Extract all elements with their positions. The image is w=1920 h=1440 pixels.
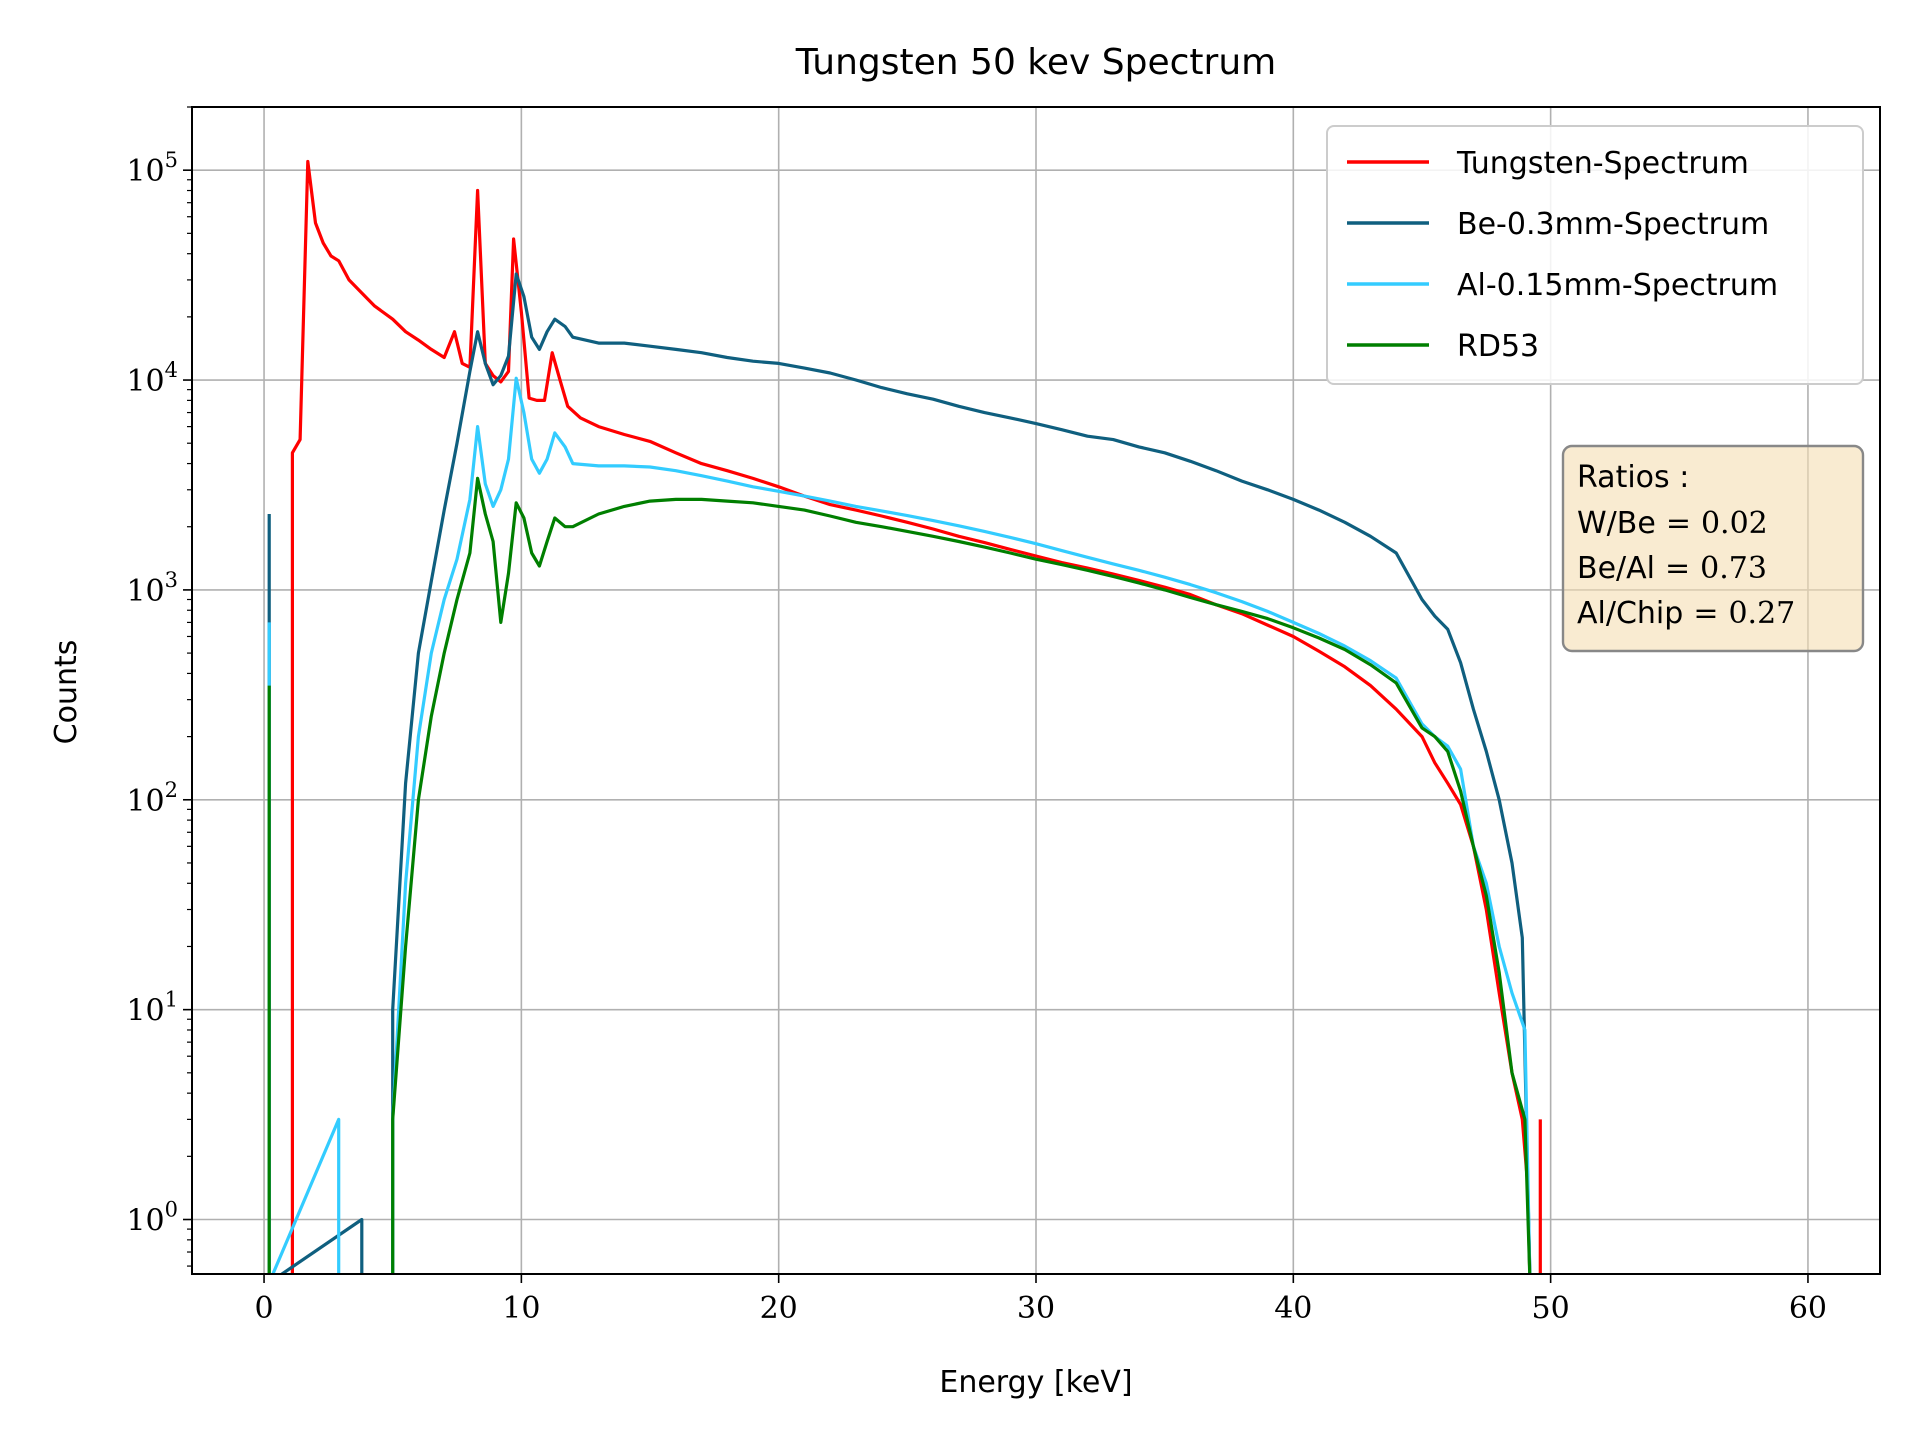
legend-box (1326, 125, 1864, 385)
x-tick-label: 10 (502, 1291, 540, 1326)
x-tick-label: 60 (1789, 1291, 1827, 1326)
annotation-value: 0.02 (1701, 506, 1768, 541)
annotation-equals: = (1693, 596, 1718, 631)
annotation-line: Al/Chip = 0.27 (1577, 596, 1795, 631)
series-layer (267, 159, 1542, 1274)
series-line-3 (267, 476, 1532, 1274)
y-axis-label: Counts (49, 640, 84, 745)
y-tick-label: 103 (126, 568, 178, 609)
y-tick-label: 105 (126, 148, 178, 189)
legend-label: Tungsten-Spectrum (1456, 146, 1749, 181)
legend: Tungsten-Spectrum Be-0.3mm-Spectrum Al-0.1… (1326, 125, 1864, 385)
annotation-label: Al/Chip (1577, 596, 1683, 631)
x-axis-label: Energy [keV] (939, 1365, 1132, 1400)
y-tick-exponent: 3 (165, 568, 178, 592)
legend-label: Al-0.15mm-Spectrum (1457, 268, 1778, 303)
y-tick-label: 102 (126, 778, 178, 819)
annotation-label: W/Be (1577, 506, 1656, 541)
annotation-value: 0.73 (1700, 551, 1767, 586)
y-tick-base: 10 (126, 1204, 164, 1239)
x-tick-label: 30 (1017, 1291, 1055, 1326)
annotation-line: Be/Al = 0.73 (1577, 551, 1767, 586)
series-line-2 (267, 376, 1532, 1274)
y-tick-exponent: 5 (165, 148, 178, 172)
ratio-annotation: Ratios : W/Be = 0.02 Be/Al = 0.73 Al/Chip = 0.27 (1561, 444, 1865, 653)
annotation-value: 0.27 (1728, 596, 1795, 631)
y-tick-exponent: 2 (165, 778, 178, 802)
y-tick-exponent: 1 (165, 988, 178, 1012)
legend-label: Be-0.3mm-Spectrum (1457, 207, 1769, 242)
annotation-line: W/Be = 0.02 (1577, 506, 1768, 541)
plot-frame (191, 106, 1881, 1275)
annotation-label: Be/Al (1577, 551, 1655, 586)
x-tick-label: 0 (255, 1291, 274, 1326)
series-line-0 (290, 159, 1542, 1274)
y-tick-label: 100 (126, 1198, 178, 1239)
y-tick-base: 10 (126, 154, 164, 189)
y-tick-base: 10 (126, 364, 164, 399)
x-tick-label: 20 (760, 1291, 798, 1326)
annotation-box (1561, 444, 1865, 653)
y-tick-base: 10 (126, 784, 164, 819)
y-tick-label: 104 (126, 358, 178, 399)
chart-title: Tungsten 50 kev Spectrum (795, 42, 1276, 83)
annotation-equals: = (1666, 506, 1691, 541)
annotation-equals: = (1665, 551, 1690, 586)
y-tick-base: 10 (126, 574, 164, 609)
series-line-1 (267, 272, 1532, 1274)
legend-label: RD53 (1457, 329, 1539, 364)
x-tick-label: 40 (1274, 1291, 1312, 1326)
x-tick-label: 50 (1532, 1291, 1570, 1326)
y-tick-label: 101 (126, 988, 178, 1029)
annotation-title: Ratios : (1577, 460, 1689, 495)
y-tick-exponent: 4 (165, 358, 178, 382)
y-tick-exponent: 0 (165, 1198, 178, 1222)
y-tick-base: 10 (126, 994, 164, 1029)
